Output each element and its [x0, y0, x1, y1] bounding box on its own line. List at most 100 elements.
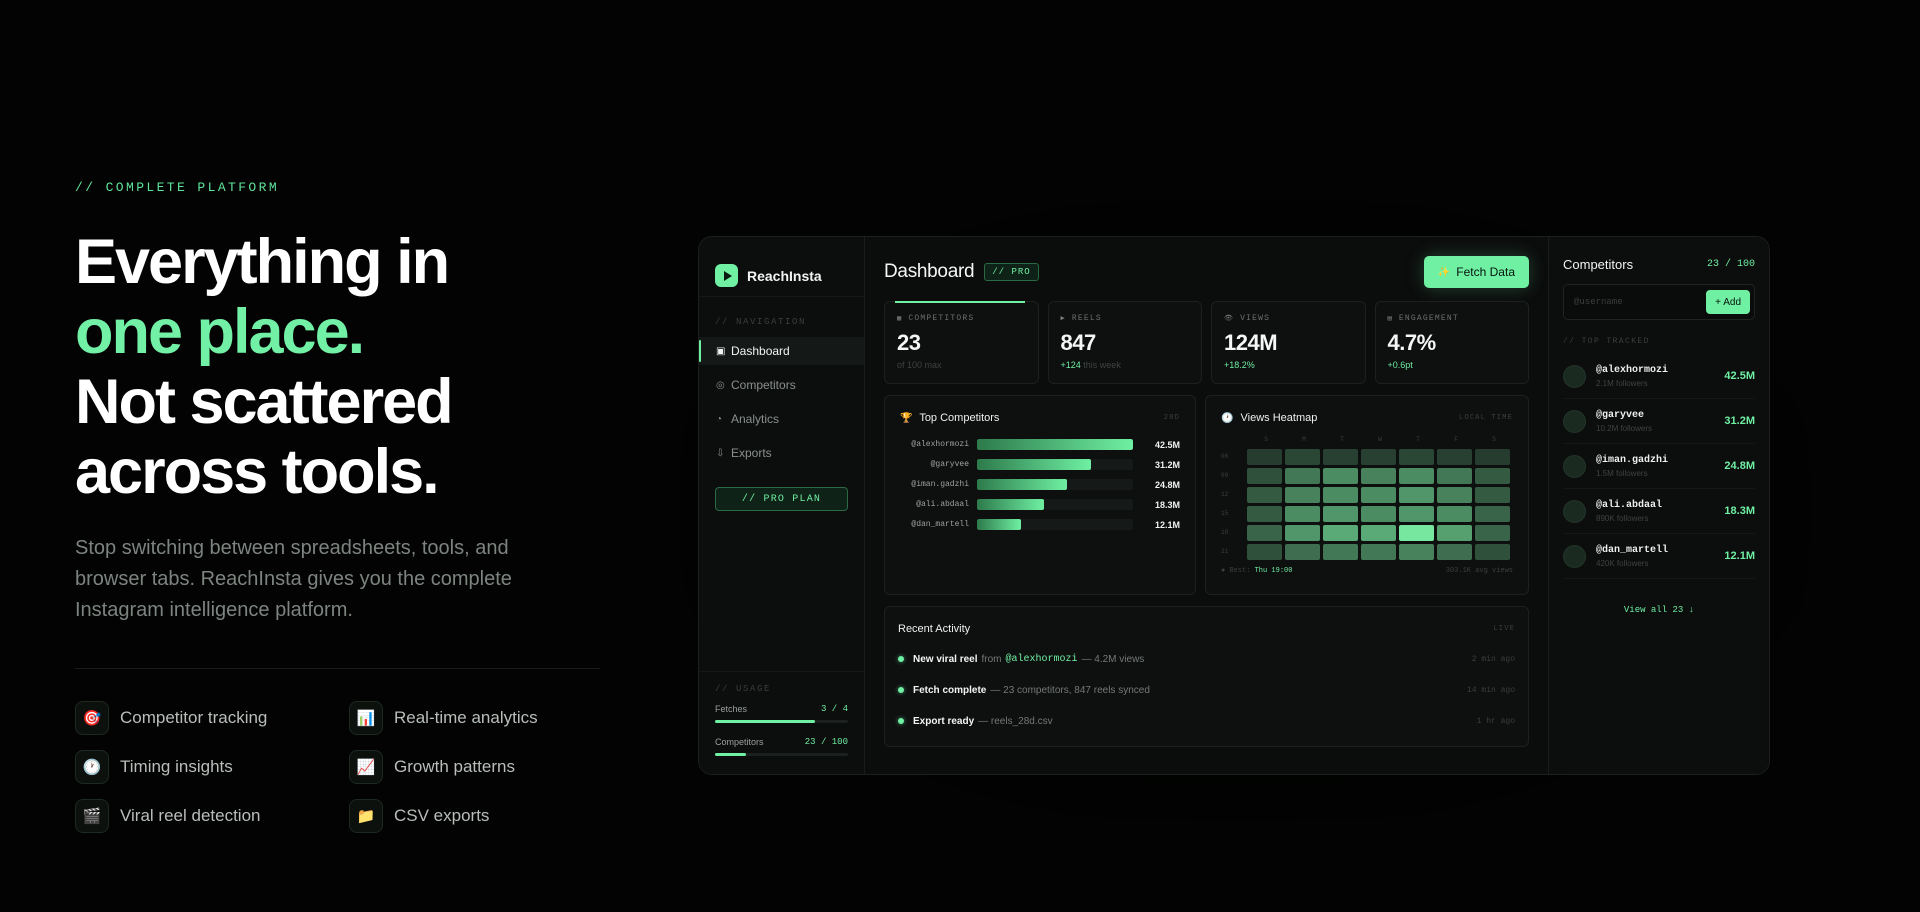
heatmap-hour-label: 18: [1221, 529, 1229, 536]
play-icon: ▶: [1060, 315, 1066, 323]
panel-title: 🏆 Top Competitors: [900, 412, 999, 424]
activity-item[interactable]: Fetch complete — 23 competitors, 847 ree…: [898, 682, 1515, 698]
heatmap-cell[interactable]: [1323, 467, 1358, 484]
stat-delta: +18.2%: [1224, 360, 1255, 370]
plan-badge: // PRO: [984, 263, 1039, 281]
heatmap-cell[interactable]: [1399, 543, 1434, 560]
competitors-count: 23 / 100: [1706, 259, 1755, 270]
usage-label: Competitors: [715, 737, 764, 747]
stat-card-reels[interactable]: ▶ REELS 847 +124 this week: [1047, 301, 1202, 384]
competitor-bar-row[interactable]: @alexhormozi 42.5M: [900, 438, 1180, 451]
competitor-row[interactable]: @garyvee 10.2M followers 31.2M: [1563, 399, 1755, 444]
competitor-row[interactable]: @iman.gadzhi 1.5M followers 24.8M: [1563, 444, 1755, 489]
fetch-data-button[interactable]: ✨ Fetch Data: [1423, 256, 1529, 288]
heatmap-cell[interactable]: [1399, 505, 1434, 522]
heatmap-cell[interactable]: [1437, 505, 1472, 522]
activity-title: New viral reel: [913, 653, 978, 665]
competitor-info: @dan_martell 420K followers: [1596, 545, 1668, 568]
avatar: [1563, 409, 1586, 433]
sidebar-item-exports[interactable]: ⇩ Exports: [699, 439, 864, 467]
heatmap-cell[interactable]: [1399, 448, 1434, 465]
heatmap-cell[interactable]: [1285, 448, 1320, 465]
heatmap-cell[interactable]: [1475, 448, 1510, 465]
sparkle-icon: ✨: [1437, 266, 1451, 278]
heatmap-cell[interactable]: [1361, 505, 1396, 522]
heatmap-cell[interactable]: [1285, 505, 1320, 522]
competitor-bar-row[interactable]: @garyvee 31.2M: [900, 458, 1180, 471]
heatmap-cell[interactable]: [1247, 543, 1282, 560]
stat-value: 23: [897, 330, 921, 355]
heatmap-cell[interactable]: [1285, 524, 1320, 541]
heatmap-cell[interactable]: [1437, 543, 1472, 560]
activity-item[interactable]: Export ready — reels_28d.csv 1 hr ago: [898, 713, 1515, 729]
heatmap-cell[interactable]: [1361, 543, 1396, 560]
heatmap-cell[interactable]: [1437, 448, 1472, 465]
competitor-views: 24.8M: [1724, 460, 1755, 472]
heatmap-cell[interactable]: [1475, 543, 1510, 560]
heatmap-hour-label: 15: [1221, 510, 1229, 517]
heatmap-cell[interactable]: [1399, 486, 1434, 503]
heatmap-cell[interactable]: [1285, 543, 1320, 560]
heatmap-cell[interactable]: [1361, 448, 1396, 465]
hero-divider: [75, 668, 600, 669]
panel-title-text: Top Competitors: [919, 412, 1000, 424]
add-competitor-button[interactable]: + Add: [1706, 290, 1750, 314]
heatmap-cell[interactable]: [1285, 486, 1320, 503]
panel-header: Recent Activity LIVE: [898, 621, 1515, 637]
username-input[interactable]: [1574, 297, 1707, 307]
heatmap-day-label: W: [1378, 436, 1382, 443]
stat-card-competitors[interactable]: ▦ COMPETITORS 23 of 100 max: [884, 301, 1039, 384]
feature-label: Timing insights: [120, 757, 233, 776]
activity-user[interactable]: @alexhormozi: [1005, 653, 1078, 665]
heatmap-cell[interactable]: [1323, 505, 1358, 522]
heatmap-cell[interactable]: [1475, 467, 1510, 484]
heatmap-cell[interactable]: [1247, 505, 1282, 522]
heatmap-cell[interactable]: [1437, 486, 1472, 503]
heatmap-day-label: F: [1454, 436, 1458, 443]
range-tag[interactable]: 28D: [1163, 414, 1180, 422]
headline-line-1: Everything in: [75, 227, 450, 297]
heatmap-cell[interactable]: [1323, 524, 1358, 541]
heatmap-cell[interactable]: [1247, 448, 1282, 465]
bar-track: [977, 439, 1133, 450]
heatmap-cell[interactable]: [1323, 448, 1358, 465]
brand[interactable]: ReachInsta: [699, 237, 864, 297]
competitor-bar-row[interactable]: @iman.gadzhi 24.8M: [900, 478, 1180, 491]
view-all-link[interactable]: View all 23 ↓: [1623, 605, 1695, 615]
usage-row-fetches: Fetches 3 / 4: [715, 704, 848, 714]
heatmap-cell[interactable]: [1361, 486, 1396, 503]
competitor-row[interactable]: @alexhormozi 2.1M followers 42.5M: [1563, 354, 1755, 399]
competitor-handle: @dan_martell: [1596, 544, 1669, 556]
heatmap-cell[interactable]: [1323, 486, 1358, 503]
stat-card-engagement[interactable]: ▤ ENGAGEMENT 4.7% +0.6pt: [1374, 301, 1529, 384]
competitor-row[interactable]: @dan_martell 420K followers 12.1M: [1563, 534, 1755, 579]
heatmap-cell[interactable]: [1475, 505, 1510, 522]
sidebar-item-dashboard[interactable]: ▣ Dashboard: [699, 337, 864, 365]
heatmap-cell[interactable]: [1247, 524, 1282, 541]
sidebar-item-competitors[interactable]: ◎ Competitors: [699, 371, 864, 399]
heatmap-cell[interactable]: [1475, 486, 1510, 503]
heatmap-cell[interactable]: [1285, 467, 1320, 484]
competitor-followers: 420K followers: [1596, 558, 1649, 568]
sidebar-item-analytics[interactable]: ◔ Analytics: [699, 405, 864, 433]
competitor-bar-row[interactable]: @ali.abdaal 18.3M: [900, 498, 1180, 511]
heatmap-row: 06: [1221, 447, 1513, 466]
heatmap-cell[interactable]: [1475, 524, 1510, 541]
heatmap-cell[interactable]: [1323, 543, 1358, 560]
heatmap-cell[interactable]: [1247, 486, 1282, 503]
heatmap-cell[interactable]: [1437, 524, 1472, 541]
heatmap-cell[interactable]: [1399, 524, 1434, 541]
activity-item[interactable]: New viral reel from @alexhormozi — 4.2M …: [898, 651, 1515, 667]
competitor-row[interactable]: @ali.abdaal 890K followers 18.3M: [1563, 489, 1755, 534]
heatmap-cell[interactable]: [1437, 467, 1472, 484]
heatmap-cell[interactable]: [1247, 467, 1282, 484]
stat-card-views[interactable]: 👁 VIEWS 124M +18.2%: [1211, 301, 1366, 384]
stat-label-text: VIEWS: [1240, 314, 1271, 323]
heatmap-cell[interactable]: [1361, 467, 1396, 484]
heatmap-hour-label: 12: [1221, 491, 1229, 498]
competitor-list: @alexhormozi 2.1M followers 42.5M @garyv…: [1563, 354, 1755, 579]
competitor-bar-row[interactable]: @dan_martell 12.1M: [900, 518, 1180, 531]
heatmap-cell[interactable]: [1399, 467, 1434, 484]
pro-plan-button[interactable]: // PRO PLAN: [715, 487, 848, 511]
heatmap-cell[interactable]: [1361, 524, 1396, 541]
